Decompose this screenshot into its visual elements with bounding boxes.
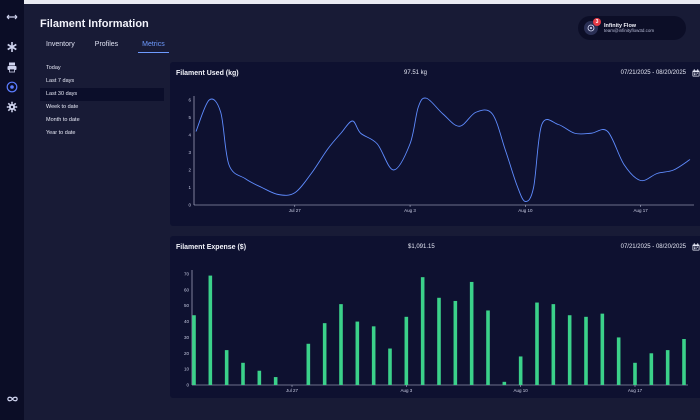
date-range-label: 07/21/2025 - 08/20/2025 xyxy=(620,244,686,250)
card-total: $1,091.15 xyxy=(408,244,435,250)
y-tick-label: 0 xyxy=(188,203,191,208)
filament-used-card: Filament Used (kg) 97.51 kg 07/21/2025 -… xyxy=(170,62,700,226)
filament-used-line-chart: 0 1 2 3 4 5 6 Jul 27 Aug 3 Aug 10 Aug 17 xyxy=(188,96,694,213)
notification-badge: 3 xyxy=(593,18,601,26)
avatar: 3 xyxy=(584,18,601,35)
bar xyxy=(665,350,670,385)
bar xyxy=(273,377,278,385)
bar xyxy=(567,315,572,385)
calendar-icon[interactable] xyxy=(692,243,700,251)
bar xyxy=(388,348,392,385)
x-tick-label: Aug 3 xyxy=(404,208,416,213)
range-last-7-days[interactable]: Last 7 days xyxy=(46,78,75,84)
main-content: Filament Information Inventory Profiles … xyxy=(24,4,700,420)
bar xyxy=(322,323,327,385)
x-tick-label: Aug 17 xyxy=(633,208,648,213)
range-year-to-date[interactable]: Year to date xyxy=(46,130,76,136)
infinity-logo-icon[interactable] xyxy=(5,392,19,406)
tab-bar: Inventory Profiles Metrics xyxy=(46,41,169,53)
x-tick-label: Aug 17 xyxy=(628,388,643,393)
y-tick-label: 3 xyxy=(188,150,191,155)
card-title: Filament Used (kg) xyxy=(176,70,239,77)
range-month-to-date[interactable]: Month to date xyxy=(46,117,80,123)
bar xyxy=(257,370,262,385)
tab-metrics[interactable]: Metrics xyxy=(138,41,169,53)
user-email: team@infinityflow3d.com xyxy=(604,27,655,33)
printer-icon[interactable] xyxy=(5,60,19,74)
bar xyxy=(469,281,474,385)
bar xyxy=(551,304,556,385)
gear-icon[interactable] xyxy=(5,100,19,114)
spool-avatar-icon xyxy=(587,24,595,32)
bar xyxy=(535,302,539,385)
range-last-30-days[interactable]: Last 30 days xyxy=(40,88,164,101)
x-tick-label: Aug 10 xyxy=(518,208,533,213)
y-tick-label: 4 xyxy=(188,133,191,138)
user-name: Infinity Flow xyxy=(604,22,637,29)
window-top-strip xyxy=(24,0,700,4)
user-account-card[interactable]: 3 Infinity Flow team@infinityflow3d.com xyxy=(578,16,686,40)
bar xyxy=(306,343,311,385)
calendar-icon[interactable] xyxy=(692,69,700,77)
y-tick-label: 5 xyxy=(188,115,191,120)
y-tick-label: 70 xyxy=(184,272,190,277)
y-tick-label: 20 xyxy=(184,351,190,356)
bar xyxy=(682,339,686,385)
y-tick-label: 50 xyxy=(184,303,190,308)
filament-expense-card: Filament Expense ($) $1,091.15 07/21/202… xyxy=(170,236,700,398)
bar xyxy=(208,275,213,385)
bar xyxy=(616,337,621,385)
range-week-to-date[interactable]: Week to date xyxy=(46,104,79,110)
filament-expense-bar-chart: 0 10 20 30 40 50 60 70 Jul 27 Aug 3 Aug 10 Aug 17 xyxy=(184,270,688,393)
bar xyxy=(649,353,654,385)
tab-profiles[interactable]: Profiles xyxy=(94,41,119,48)
bar xyxy=(502,381,507,385)
y-tick-label: 40 xyxy=(184,319,190,324)
x-tick-label: Aug 3 xyxy=(400,388,412,393)
y-tick-label: 60 xyxy=(184,287,190,292)
asterisk-icon[interactable] xyxy=(5,40,19,54)
x-tick-label: Jul 27 xyxy=(286,388,299,393)
date-range-list: Today Last 7 days Last 30 days Week to d… xyxy=(40,62,164,140)
bar xyxy=(600,313,605,385)
bar xyxy=(437,297,441,385)
bar xyxy=(633,362,637,385)
bar xyxy=(486,310,490,385)
bar xyxy=(192,315,196,385)
x-tick-label: Jul 27 xyxy=(289,208,302,213)
bar xyxy=(339,304,343,385)
sidebar xyxy=(0,0,24,420)
y-tick-label: 2 xyxy=(188,168,191,173)
y-tick-label: 1 xyxy=(188,185,191,190)
card-total: 97.51 kg xyxy=(404,70,428,76)
series-line xyxy=(195,97,691,202)
bar xyxy=(453,300,458,385)
y-tick-label: 30 xyxy=(184,335,190,340)
bar xyxy=(371,326,376,385)
bar xyxy=(355,321,360,385)
y-tick-label: 6 xyxy=(188,98,191,103)
bar xyxy=(404,316,409,385)
date-range-label: 07/21/2025 - 08/20/2025 xyxy=(620,70,686,76)
bar xyxy=(224,350,229,385)
y-tick-label: 10 xyxy=(184,367,190,372)
x-tick-label: Aug 10 xyxy=(514,388,529,393)
page-title: Filament Information xyxy=(40,18,149,30)
range-today[interactable]: Today xyxy=(46,65,61,71)
bar xyxy=(420,277,425,385)
tab-inventory[interactable]: Inventory xyxy=(46,41,75,48)
bar xyxy=(518,356,523,385)
filament-spool-icon[interactable] xyxy=(5,80,19,94)
card-title: Filament Expense ($) xyxy=(176,244,247,251)
y-tick-label: 0 xyxy=(186,383,189,388)
bar xyxy=(584,316,588,385)
expand-icon[interactable] xyxy=(5,10,19,24)
bar xyxy=(241,362,245,385)
